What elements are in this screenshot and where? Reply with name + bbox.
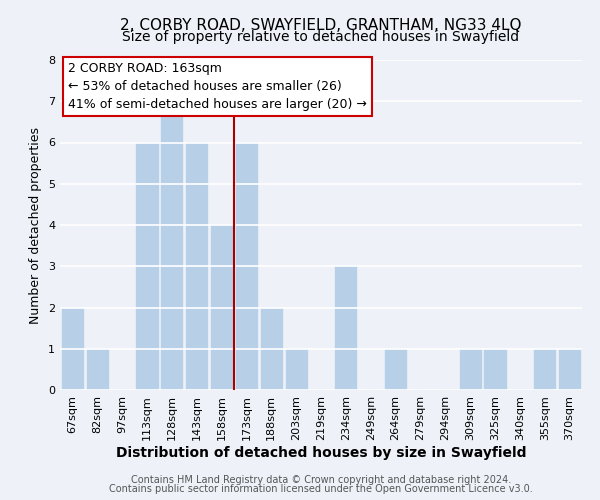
Bar bbox=[186, 142, 207, 390]
Bar bbox=[559, 349, 580, 390]
Bar bbox=[484, 349, 506, 390]
Bar bbox=[87, 349, 108, 390]
Y-axis label: Number of detached properties: Number of detached properties bbox=[29, 126, 43, 324]
Bar bbox=[385, 349, 406, 390]
Bar bbox=[136, 142, 158, 390]
Text: Contains public sector information licensed under the Open Government Licence v3: Contains public sector information licen… bbox=[109, 484, 533, 494]
Bar bbox=[62, 308, 83, 390]
Bar bbox=[211, 225, 232, 390]
Bar bbox=[286, 349, 307, 390]
Bar bbox=[261, 308, 282, 390]
Bar bbox=[335, 266, 356, 390]
X-axis label: Distribution of detached houses by size in Swayfield: Distribution of detached houses by size … bbox=[116, 446, 526, 460]
Text: 2, CORBY ROAD, SWAYFIELD, GRANTHAM, NG33 4LQ: 2, CORBY ROAD, SWAYFIELD, GRANTHAM, NG33… bbox=[120, 18, 522, 32]
Bar bbox=[236, 142, 257, 390]
Text: 2 CORBY ROAD: 163sqm
← 53% of detached houses are smaller (26)
41% of semi-detac: 2 CORBY ROAD: 163sqm ← 53% of detached h… bbox=[68, 62, 367, 110]
Bar bbox=[161, 101, 182, 390]
Text: Contains HM Land Registry data © Crown copyright and database right 2024.: Contains HM Land Registry data © Crown c… bbox=[131, 475, 511, 485]
Bar bbox=[534, 349, 555, 390]
Text: Size of property relative to detached houses in Swayfield: Size of property relative to detached ho… bbox=[122, 30, 520, 44]
Bar bbox=[460, 349, 481, 390]
